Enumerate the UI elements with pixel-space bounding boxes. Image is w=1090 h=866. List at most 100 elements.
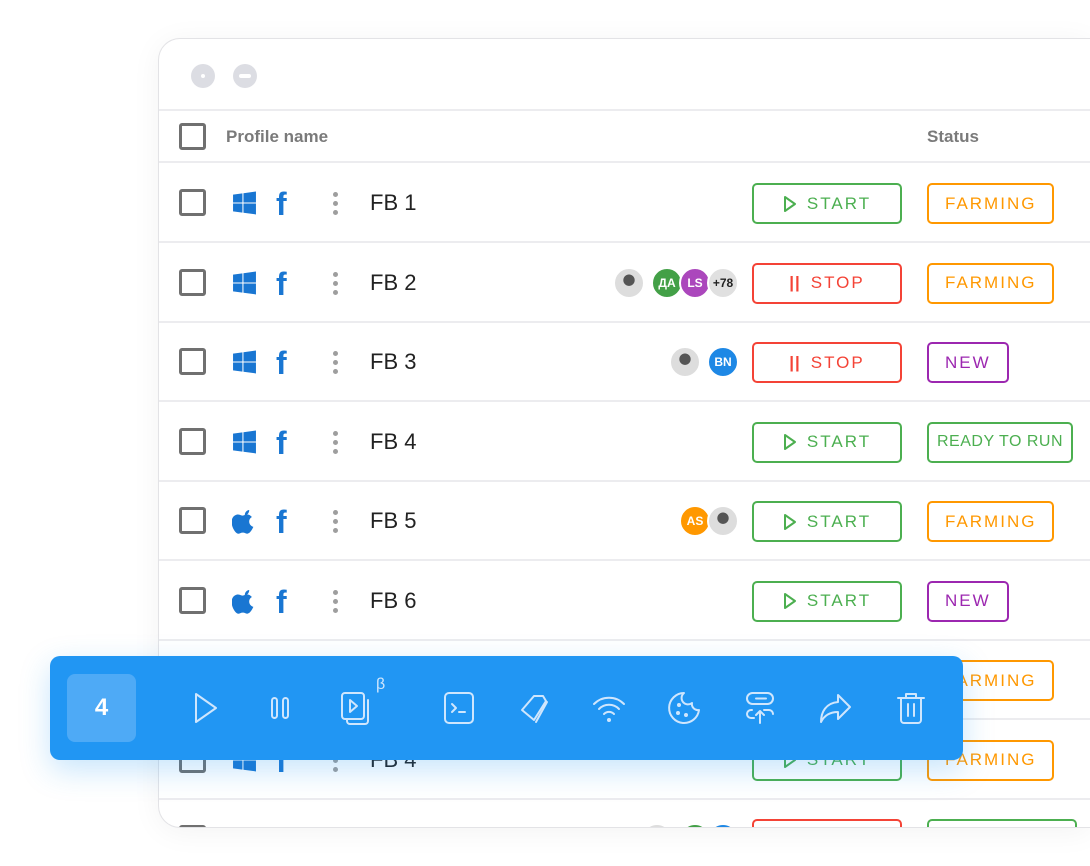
status-label: FARMING — [945, 193, 1037, 213]
action-label: START — [806, 591, 872, 610]
status-badge[interactable] — [927, 819, 1077, 827]
user-avatar[interactable] — [679, 823, 711, 827]
bulk-action-toolbar: 4 β — [50, 656, 963, 760]
row-checkbox[interactable] — [179, 348, 206, 375]
play-icon — [783, 593, 796, 609]
table-row[interactable]: f FB 2 ДА LS +78 || STOP FARMING — [159, 243, 1090, 323]
action-label: START — [806, 432, 872, 451]
user-avatar[interactable]: +78 — [707, 266, 739, 299]
apple-icon — [231, 589, 257, 614]
row-checkbox[interactable] — [179, 507, 206, 534]
facebook-icon: f — [276, 583, 287, 620]
user-avatar-photo[interactable] — [641, 823, 673, 827]
user-avatar[interactable] — [707, 823, 739, 827]
status-badge[interactable]: FARMING — [927, 501, 1055, 542]
user-avatar-photo[interactable] — [669, 346, 701, 378]
start-button[interactable]: START — [752, 421, 902, 463]
user-avatar[interactable]: ДА — [651, 266, 683, 299]
status-badge[interactable]: NEW — [927, 342, 1009, 383]
more-options-icon[interactable] — [333, 430, 339, 455]
window-close-button[interactable] — [191, 64, 215, 88]
row-checkbox[interactable] — [179, 427, 206, 455]
user-avatar[interactable]: BN — [707, 346, 739, 378]
play-icon — [783, 513, 796, 530]
status-label: NEW — [945, 352, 991, 372]
table-row[interactable]: f FB 1 START FARMING — [159, 163, 1090, 243]
table-row[interactable]: f FB 4 START READY TO RUN — [159, 402, 1090, 482]
row-checkbox[interactable] — [179, 825, 206, 827]
start-button[interactable]: START — [752, 501, 902, 542]
terminal-icon[interactable] — [441, 690, 477, 726]
facebook-icon: f — [276, 424, 287, 461]
more-options-icon[interactable] — [333, 192, 339, 216]
status-badge[interactable]: READY TO RUN — [927, 421, 1074, 463]
more-options-icon[interactable] — [333, 271, 339, 296]
pause-icon: || — [789, 352, 801, 372]
facebook-icon: f — [276, 504, 287, 540]
profile-name[interactable]: FB 6 — [370, 587, 417, 613]
action-label: STOP — [810, 273, 865, 292]
facebook-icon: f — [276, 345, 287, 381]
more-options-icon[interactable] — [333, 510, 339, 534]
status-label: NEW — [945, 591, 991, 610]
profile-name[interactable]: FB 4 — [370, 428, 417, 454]
profile-name[interactable]: FB 5 — [370, 508, 417, 533]
wifi-proxy-icon[interactable] — [591, 690, 627, 726]
user-avatar-photo[interactable] — [707, 505, 739, 537]
profile-name[interactable]: FB 3 — [370, 349, 417, 374]
shared-users: AS — [599, 505, 739, 537]
selected-count: 4 — [67, 674, 136, 742]
status-label: READY TO RUN — [937, 433, 1064, 450]
facebook-icon: f — [276, 822, 287, 827]
table-row[interactable]: f FB 5 AS START FARMING — [159, 481, 1090, 561]
shared-users: BN — [599, 346, 739, 378]
table-row[interactable]: f FB 6 START NEW — [159, 561, 1090, 641]
video-playlist-icon[interactable] — [338, 690, 374, 726]
apple-icon — [232, 827, 257, 828]
shared-users — [599, 823, 739, 827]
table-row[interactable]: f FB 3 BN || STOP NEW — [159, 322, 1090, 402]
pause-icon[interactable] — [262, 690, 298, 726]
window-minimize-button[interactable] — [233, 64, 257, 88]
status-label: FARMING — [945, 670, 1037, 690]
tags-icon[interactable] — [517, 690, 553, 726]
export-icon[interactable] — [742, 690, 778, 726]
select-all-checkbox[interactable] — [179, 123, 206, 150]
action-label: STOP — [810, 352, 865, 372]
start-button[interactable]: START — [752, 580, 902, 622]
more-options-icon[interactable] — [333, 351, 339, 375]
status-badge[interactable]: FARMING — [927, 183, 1055, 224]
action-label: START — [806, 193, 872, 213]
status-label: FARMING — [945, 511, 1037, 531]
stop-button[interactable]: || STOP — [752, 342, 902, 383]
share-icon[interactable] — [817, 690, 853, 726]
cookie-icon[interactable] — [666, 690, 702, 726]
trash-icon[interactable] — [893, 690, 929, 726]
start-button[interactable]: START — [752, 183, 902, 224]
more-options-icon[interactable] — [333, 589, 339, 614]
play-icon[interactable] — [187, 690, 223, 726]
pause-icon: || — [789, 273, 801, 292]
facebook-icon: f — [276, 742, 287, 779]
stop-button[interactable]: ||STOP — [752, 819, 902, 827]
status-badge[interactable]: FARMING — [927, 739, 1055, 781]
profile-name[interactable]: FB 1 — [370, 190, 417, 215]
play-icon — [783, 195, 796, 212]
status-badge[interactable]: NEW — [927, 580, 1009, 622]
windows-icon — [232, 430, 257, 455]
status-label: FARMING — [945, 273, 1037, 292]
profile-name[interactable]: FB 2 — [370, 269, 417, 295]
table-row[interactable]: f ||STOP — [159, 799, 1090, 828]
windows-icon — [232, 271, 257, 296]
windows-icon — [232, 350, 257, 375]
stop-button[interactable]: || STOP — [752, 262, 902, 304]
beta-badge: β — [376, 676, 386, 693]
row-checkbox[interactable] — [179, 586, 206, 614]
status-badge[interactable]: FARMING — [927, 262, 1055, 304]
facebook-icon: f — [276, 265, 287, 302]
row-checkbox[interactable] — [179, 189, 206, 216]
row-checkbox[interactable] — [179, 268, 206, 296]
user-avatar-photo[interactable] — [613, 266, 645, 299]
profile-name-header[interactable]: Profile name — [226, 127, 329, 146]
status-header[interactable]: Status — [927, 127, 979, 146]
